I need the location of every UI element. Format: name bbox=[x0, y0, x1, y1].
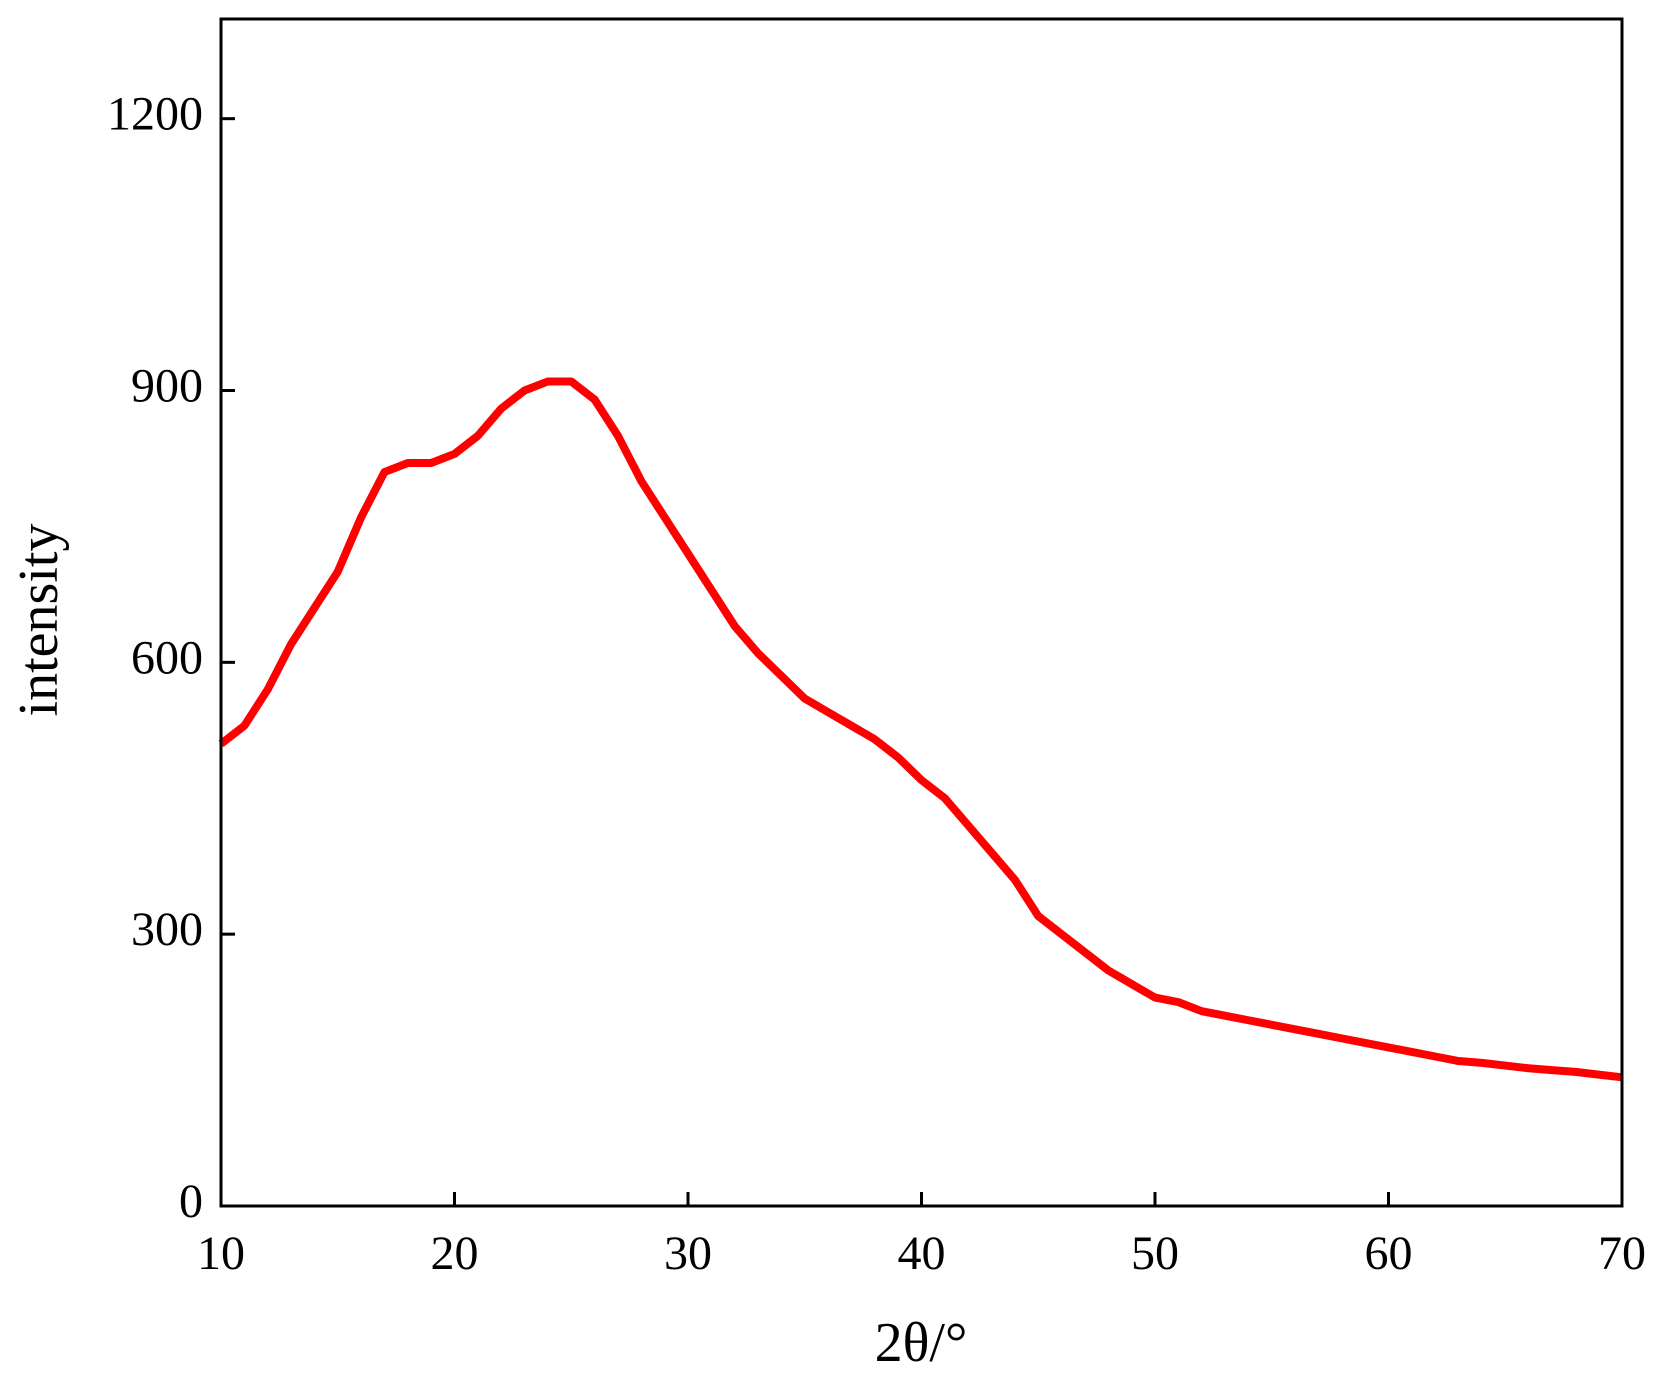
y-tick-label: 600 bbox=[131, 631, 203, 684]
y-tick-label: 900 bbox=[131, 360, 203, 413]
y-axis-title: intensity bbox=[8, 524, 70, 717]
x-tick-label: 30 bbox=[664, 1227, 712, 1280]
y-tick-label: 0 bbox=[179, 1175, 203, 1228]
x-tick-label: 60 bbox=[1365, 1227, 1413, 1280]
x-tick-label: 10 bbox=[197, 1227, 245, 1280]
x-tick-label: 50 bbox=[1131, 1227, 1179, 1280]
x-tick-label: 40 bbox=[898, 1227, 946, 1280]
y-tick-label: 1200 bbox=[107, 88, 203, 141]
x-tick-label: 70 bbox=[1598, 1227, 1646, 1280]
plot-frame bbox=[219, 17, 1624, 1208]
y-tick-label: 300 bbox=[131, 903, 203, 956]
x-tick-label: 20 bbox=[431, 1227, 479, 1280]
x-axis-title: 2θ/° bbox=[875, 1312, 968, 1374]
data-line bbox=[218, 377, 1623, 1082]
